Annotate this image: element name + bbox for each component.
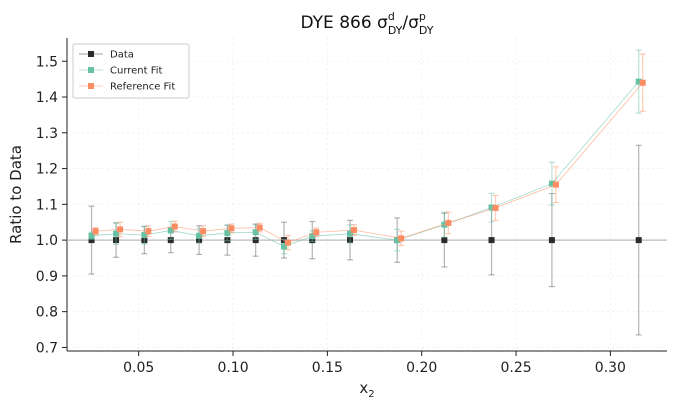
legend-label: Current Fit — [110, 66, 163, 77]
data-point — [548, 180, 555, 187]
legend: Data Current Fit Reference Fit — [72, 43, 190, 99]
y-tick-label: 1.4 — [36, 90, 58, 106]
title-num-symbol: σ — [377, 13, 388, 33]
data-point — [117, 226, 124, 233]
y-tick-label: 0.8 — [36, 305, 58, 321]
data-point — [167, 237, 174, 244]
data-point — [88, 232, 95, 239]
data-point — [145, 228, 152, 235]
chart-title: DYE 866 σd DY/σp DY — [301, 10, 434, 37]
y-tick-label: 1.1 — [36, 197, 58, 213]
data-point — [196, 232, 203, 239]
x-tick-label: 0.20 — [406, 360, 437, 376]
series-line — [95, 82, 644, 244]
x-tick-label: 0.05 — [123, 360, 154, 376]
x-axis-label-symbol: x — [359, 379, 368, 397]
title-den-symbol: σ — [408, 13, 419, 33]
x-tick-label: 0.15 — [312, 360, 343, 376]
legend-swatch — [88, 51, 94, 57]
data-point — [398, 235, 405, 242]
y-tick-label: 1.2 — [36, 162, 58, 178]
data-point — [347, 230, 354, 237]
legend-label: Reference Fit — [110, 82, 175, 93]
x-axis-label: x2 — [359, 379, 374, 400]
data-point — [92, 228, 99, 235]
data-point — [488, 237, 495, 244]
data-point — [441, 221, 448, 228]
data-point — [252, 229, 259, 236]
data-point — [200, 228, 207, 235]
data-point — [441, 237, 448, 244]
data-point — [635, 237, 642, 244]
data-point — [492, 204, 499, 211]
data-point — [309, 233, 316, 240]
ticks: 0.05 0.10 0.15 0.20 0.25 0.30 0.7 0.8 0.9 1.0 1.1 1… — [36, 54, 626, 376]
y-tick-label: 0.7 — [36, 340, 58, 356]
y-axis-label: Ratio to Data — [7, 145, 25, 244]
legend-box — [72, 43, 190, 99]
y-tick-label: 1.0 — [36, 233, 58, 249]
legend-swatch — [88, 83, 94, 89]
data-point — [228, 225, 235, 232]
data-point — [88, 237, 95, 244]
series-reference-fit — [92, 53, 646, 251]
data-point — [141, 237, 148, 244]
data-point — [196, 237, 203, 244]
data-point — [639, 79, 646, 86]
data-point — [224, 229, 231, 236]
data-point — [167, 227, 174, 234]
data-point — [252, 237, 259, 244]
data-point — [351, 227, 358, 234]
series-current-fit — [88, 49, 642, 255]
data-point — [113, 237, 120, 244]
data-point — [280, 243, 287, 250]
data-point — [171, 223, 178, 230]
data-point — [113, 230, 120, 237]
title-slash: / — [402, 13, 408, 33]
axes — [66, 38, 667, 352]
x-axis-label-sub: 2 — [368, 389, 374, 400]
data-point — [548, 237, 555, 244]
title-den-sup: p — [419, 10, 426, 23]
title-den-sub: DY — [419, 24, 434, 37]
title-num-sup: d — [388, 10, 395, 23]
data-point — [394, 237, 401, 244]
y-tick-label: 1.5 — [36, 54, 58, 70]
y-tick-label: 0.9 — [36, 269, 58, 285]
x-tick-label: 0.25 — [500, 360, 531, 376]
data-point — [635, 78, 642, 85]
data-point — [224, 237, 231, 244]
title-prefix: DYE 866 — [301, 13, 378, 33]
data-point — [141, 232, 148, 239]
legend-swatch — [88, 67, 94, 73]
data-point — [284, 239, 291, 246]
x-tick-label: 0.30 — [595, 360, 626, 376]
data-point — [309, 237, 316, 244]
y-tick-label: 1.3 — [36, 126, 58, 142]
data-point — [552, 181, 559, 188]
data-point — [488, 204, 495, 211]
x-tick-label: 0.10 — [217, 360, 248, 376]
data-point — [256, 224, 263, 231]
legend-label: Data — [110, 50, 134, 61]
data-point — [347, 237, 354, 244]
data-point — [313, 229, 320, 236]
data-point — [445, 219, 452, 226]
series-group — [88, 49, 646, 336]
title-num-sub: DY — [388, 24, 403, 37]
